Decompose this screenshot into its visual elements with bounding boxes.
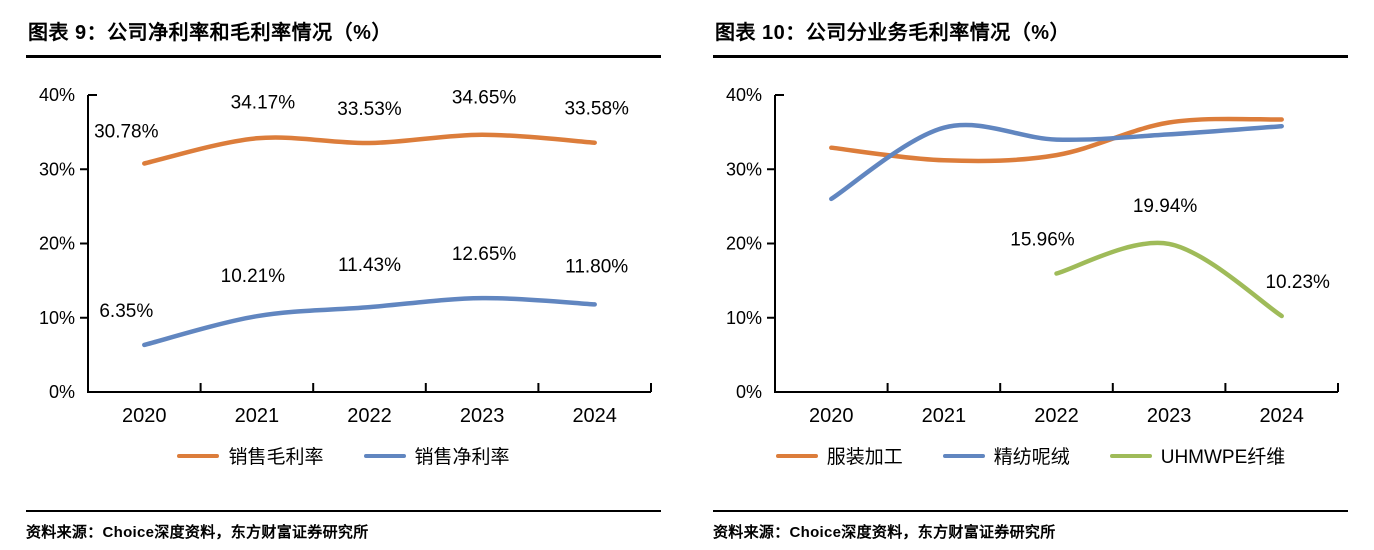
figure-10-panel: 图表 10：公司分业务毛利率情况（%） 0% 10% 20% 30% 40% 2020 20… [687, 0, 1374, 550]
y-tick-label: 20% [726, 234, 762, 254]
x-tick-label: 2024 [1259, 405, 1304, 427]
legend-label: UHMWPE纤维 [1160, 447, 1286, 468]
data-label: 11.43% [338, 255, 401, 276]
legend-line-swatch-icon [177, 453, 220, 458]
x-tick-label: 2021 [235, 405, 280, 427]
y-tick-label: 30% [726, 159, 762, 179]
series-line [829, 122, 1284, 202]
data-label: 11.80% [565, 256, 628, 277]
legend-line-swatch-icon [1109, 453, 1152, 458]
legend-item: 精纺呢绒 [942, 442, 1070, 469]
x-tick-label: 2023 [1147, 405, 1192, 427]
figure-9-legend: 销售毛利率 销售净利率 [26, 442, 661, 469]
x-tick-label: 2021 [922, 405, 967, 427]
legend-line-swatch-icon [363, 453, 406, 458]
data-label: 34.65% [452, 88, 517, 109]
data-label: 30.78% [94, 122, 159, 143]
figure-10-source-note: 资料来源：Choice深度资料，东方财富证券研究所 [713, 510, 1348, 542]
data-label: 33.53% [337, 99, 402, 120]
legend-label: 精纺呢绒 [993, 447, 1070, 468]
figure-9-chart-canvas: 0% 10% 20% 30% 40% 2020 2021 2022 2023 2024 30.78%… [39, 85, 652, 427]
x-tick-label: 2020 [122, 405, 167, 427]
figure-9-panel: 图表 9：公司净利率和毛利率情况（%） 0% 10% 20% 30% 40% 2020 20… [26, 10, 661, 542]
y-tick-label: 20% [39, 234, 75, 254]
x-tick-label: 2024 [572, 405, 617, 427]
data-label: 34.17% [231, 92, 296, 113]
legend-item: 销售净利率 [363, 442, 510, 469]
series-line [142, 132, 597, 166]
data-label: 10.21% [221, 266, 286, 287]
legend-line-swatch-icon [775, 453, 818, 458]
series-line [829, 116, 1284, 164]
y-tick-label: 30% [39, 159, 75, 179]
legend-line-swatch-icon [942, 453, 985, 458]
x-tick-label: 2023 [460, 405, 505, 427]
legend-label: 销售净利率 [414, 447, 510, 468]
y-tick-label: 0% [49, 382, 75, 402]
series-line [142, 295, 597, 348]
x-tick-label: 2020 [809, 405, 854, 427]
y-tick-label: 0% [736, 382, 762, 402]
legend-label: 服装加工 [826, 447, 903, 468]
data-label: 10.23% [1265, 272, 1330, 293]
data-label: 19.94% [1133, 196, 1198, 217]
y-tick-label: 40% [726, 85, 762, 105]
figure-10-title: 图表 10：公司分业务毛利率情况（%） [713, 10, 1348, 58]
legend-item: 服装加工 [775, 442, 903, 469]
figure-9-source-note: 资料来源：Choice深度资料，东方财富证券研究所 [26, 510, 661, 542]
y-tick-label: 40% [39, 85, 75, 105]
figure-10-legend: 服装加工 精纺呢绒 UHMWPE纤维 [713, 442, 1348, 469]
x-tick-label: 2022 [347, 405, 392, 427]
data-label: 12.65% [452, 244, 517, 265]
legend-label: 销售毛利率 [228, 447, 324, 468]
legend-item: UHMWPE纤维 [1109, 442, 1286, 469]
data-label: 15.96% [1010, 230, 1075, 251]
y-tick-label: 10% [726, 308, 762, 328]
legend-item: 销售毛利率 [177, 442, 324, 469]
data-label: 6.35% [99, 301, 153, 322]
series-line [1054, 240, 1284, 319]
data-label: 33.58% [564, 99, 629, 120]
figure-10-chart-canvas: 0% 10% 20% 30% 40% 2020 2021 2022 2023 2024 15.96%… [726, 85, 1339, 427]
figure-9-title: 图表 9：公司净利率和毛利率情况（%） [26, 10, 661, 58]
y-tick-label: 10% [39, 308, 75, 328]
x-tick-label: 2022 [1034, 405, 1079, 427]
